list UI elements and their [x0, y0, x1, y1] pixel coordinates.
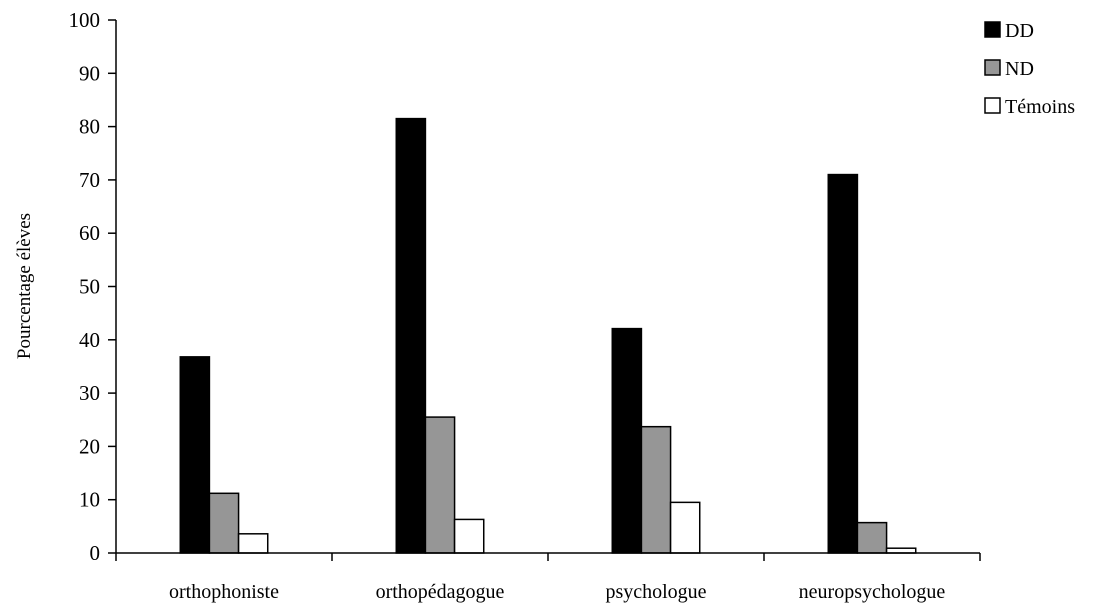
bar-nd-orthop-dagogue [424, 416, 456, 554]
legend-label: ND [1005, 58, 1034, 80]
bar-dd-orthop-dagogue [395, 117, 427, 554]
x-axis-category-labels: orthophoniste orthopédagogue psychologue ne… [169, 581, 945, 603]
y-tick-label: 20 [79, 434, 100, 458]
bar-nd-psychologue [640, 425, 672, 554]
bar-dd-neuropsychologue [827, 173, 859, 554]
y-tick-label: 70 [79, 168, 100, 192]
x-axis-ticks [115, 553, 981, 561]
y-tick-label: 0 [90, 541, 101, 565]
legend-swatch [984, 59, 1001, 76]
legend: DD ND Témoins [984, 20, 1075, 118]
y-axis-label: Pourcentage élèves [14, 213, 35, 359]
category-label: orthophoniste [169, 581, 279, 603]
y-axis-ticks [108, 19, 116, 554]
y-tick-label: 50 [79, 275, 100, 299]
bar-nd-orthophoniste [208, 492, 240, 554]
legend-label: DD [1005, 20, 1034, 42]
y-tick-label: 80 [79, 115, 100, 139]
y-tick-label: 60 [79, 221, 100, 245]
bars [179, 117, 917, 554]
y-tick-label: 90 [79, 61, 100, 85]
legend-swatch [984, 21, 1001, 38]
category-label: neuropsychologue [799, 581, 946, 603]
bar-dd-psychologue [611, 327, 643, 554]
y-tick-label: 100 [69, 8, 101, 32]
bar-t-moins-orthophoniste [237, 533, 269, 554]
y-axis-tick-labels: 0 10 20 30 40 50 60 70 80 90 100 [69, 8, 101, 565]
bar-t-moins-orthop-dagogue [453, 518, 485, 554]
y-tick-label: 40 [79, 328, 100, 352]
y-tick-label: 10 [79, 488, 100, 512]
category-label: psychologue [605, 581, 706, 603]
y-tick-label: 30 [79, 381, 100, 405]
legend-label: Témoins [1005, 96, 1075, 118]
legend-swatch [984, 97, 1001, 114]
bar-dd-orthophoniste [179, 356, 211, 554]
bar-t-moins-psychologue [669, 501, 701, 554]
category-label: orthopédagogue [376, 581, 505, 603]
bar-nd-neuropsychologue [856, 521, 888, 554]
